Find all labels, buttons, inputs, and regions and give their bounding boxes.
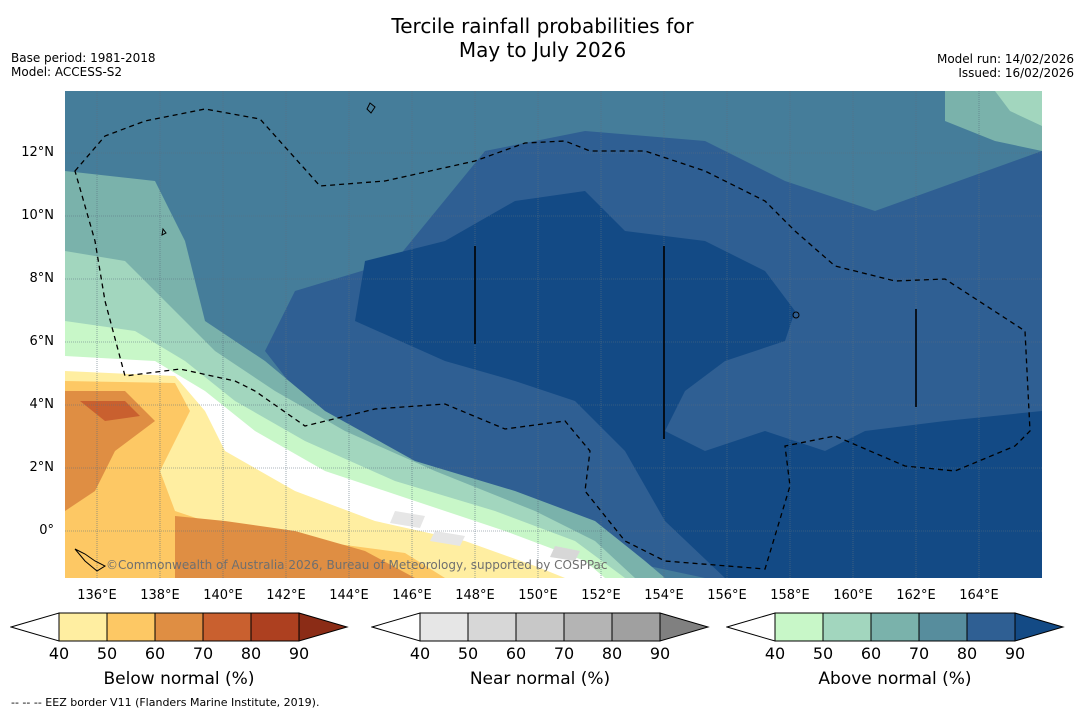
cb-above-tick-50: 50 <box>812 644 834 663</box>
cb-above-tick-60: 60 <box>860 644 882 663</box>
lat-label-2n: 2°N <box>29 460 55 475</box>
region-near-40-a <box>390 511 425 528</box>
cb-near-ext-high <box>659 612 710 642</box>
cb-below-ext-low <box>10 612 60 642</box>
cb-below-tick-80: 80 <box>240 644 262 663</box>
cb-above-seg-1 <box>774 612 824 642</box>
lat-label-6n: 6°N <box>29 334 55 349</box>
issued-date: Issued: 16/02/2026 <box>958 66 1074 80</box>
cb-below-seg-3 <box>154 612 204 642</box>
cb-below-tick-50: 50 <box>96 644 118 663</box>
cb-above-seg-3 <box>870 612 920 642</box>
cb-near-ext-low <box>371 612 421 642</box>
cb-near-tick-70: 70 <box>553 644 575 663</box>
lat-label-12n: 12°N <box>21 145 54 160</box>
eez-footnote: -- -- -- EEZ border V11 (Flanders Marine… <box>11 696 320 709</box>
lon-label-148e: 148°E <box>455 588 495 603</box>
lon-label-158e: 158°E <box>770 588 810 603</box>
cb-below-seg-2 <box>106 612 156 642</box>
lon-label-152e: 152°E <box>581 588 621 603</box>
region-below-60-s <box>175 516 415 578</box>
cb-below-seg-1 <box>58 612 108 642</box>
lat-label-4n: 4°N <box>29 397 55 412</box>
cb-near-label: Near normal (%) <box>469 669 611 689</box>
cb-near-tick-80: 80 <box>601 644 623 663</box>
lat-label-0: 0° <box>39 523 54 538</box>
lon-label-162e: 162°E <box>896 588 936 603</box>
region-below-50 <box>65 381 445 578</box>
cb-below-tick-40: 40 <box>48 644 70 663</box>
meta-right: Model run: 14/02/2026 Issued: 16/02/2026 <box>937 52 1074 80</box>
cb-below-tick-90: 90 <box>288 644 310 663</box>
lat-label-10n: 10°N <box>21 208 54 223</box>
cb-below-tick-70: 70 <box>192 644 214 663</box>
lon-label-142e: 142°E <box>266 588 306 603</box>
cb-near-tick-50: 50 <box>457 644 479 663</box>
cb-near-tick-90: 90 <box>649 644 671 663</box>
cb-near-seg-5 <box>611 612 661 642</box>
cb-near-seg-2 <box>467 612 517 642</box>
cb-above-seg-4 <box>918 612 968 642</box>
island-lines <box>474 246 917 439</box>
lon-label-164e: 164°E <box>959 588 999 603</box>
cb-below-seg-4 <box>202 612 252 642</box>
base-period: Base period: 1981-2018 <box>11 51 156 65</box>
lon-label-150e: 150°E <box>518 588 558 603</box>
cb-above-tick-90: 90 <box>1004 644 1026 663</box>
colorbar-below <box>10 612 349 642</box>
lat-label-8n: 8°N <box>29 271 55 286</box>
cb-near-seg-3 <box>515 612 565 642</box>
cb-near-tick-40: 40 <box>409 644 431 663</box>
eez-border <box>74 108 1031 570</box>
region-below-60-w <box>65 391 155 511</box>
lon-label-160e: 160°E <box>833 588 873 603</box>
cb-above-tick-70: 70 <box>908 644 930 663</box>
region-below-70 <box>80 401 140 421</box>
cb-above-tick-40: 40 <box>764 644 786 663</box>
rainfall-map: ©Commonwealth of Australia 2026, Bureau … <box>65 91 1042 578</box>
colorbar-above <box>726 612 1065 642</box>
cb-below-seg-5 <box>250 612 300 642</box>
cb-above-ext-high <box>1014 612 1065 642</box>
region-near-40-b <box>430 531 465 546</box>
graticule <box>65 91 1042 578</box>
chart-title: Tercile rainfall probabilities for May t… <box>0 14 1085 62</box>
cb-above-tick-80: 80 <box>956 644 978 663</box>
region-near-50 <box>550 546 580 561</box>
lon-label-156e: 156°E <box>707 588 747 603</box>
title-line-1: Tercile rainfall probabilities for <box>391 14 694 38</box>
cb-below-label: Below normal (%) <box>103 669 255 689</box>
lon-label-146e: 146°E <box>392 588 432 603</box>
model-name: Model: ACCESS-S2 <box>11 65 123 79</box>
lon-label-138e: 138°E <box>140 588 180 603</box>
lon-label-136e: 136°E <box>77 588 117 603</box>
meta-left: Base period: 1981-2018 Model: ACCESS-S2 <box>11 51 156 79</box>
cb-above-label: Above normal (%) <box>818 669 972 689</box>
lon-label-144e: 144°E <box>329 588 369 603</box>
cb-below-ext-high <box>298 612 349 642</box>
title-line-2: May to July 2026 <box>458 38 627 62</box>
islands <box>74 102 800 572</box>
cb-above-seg-2 <box>822 612 872 642</box>
cb-near-seg-4 <box>563 612 613 642</box>
cb-near-tick-60: 60 <box>505 644 527 663</box>
cb-above-ext-low <box>726 612 776 642</box>
copyright-notice: ©Commonwealth of Australia 2026, Bureau … <box>106 558 608 572</box>
cb-near-seg-1 <box>419 612 469 642</box>
cb-below-tick-60: 60 <box>144 644 166 663</box>
map-canvas <box>65 91 1042 578</box>
cb-above-seg-5 <box>966 612 1016 642</box>
colorbar-near <box>371 612 710 642</box>
model-run: Model run: 14/02/2026 <box>936 52 1074 66</box>
region-above-90 <box>355 191 1042 578</box>
lon-label-140e: 140°E <box>203 588 243 603</box>
region-above-50-ne <box>995 91 1042 126</box>
lon-label-154e: 154°E <box>644 588 684 603</box>
